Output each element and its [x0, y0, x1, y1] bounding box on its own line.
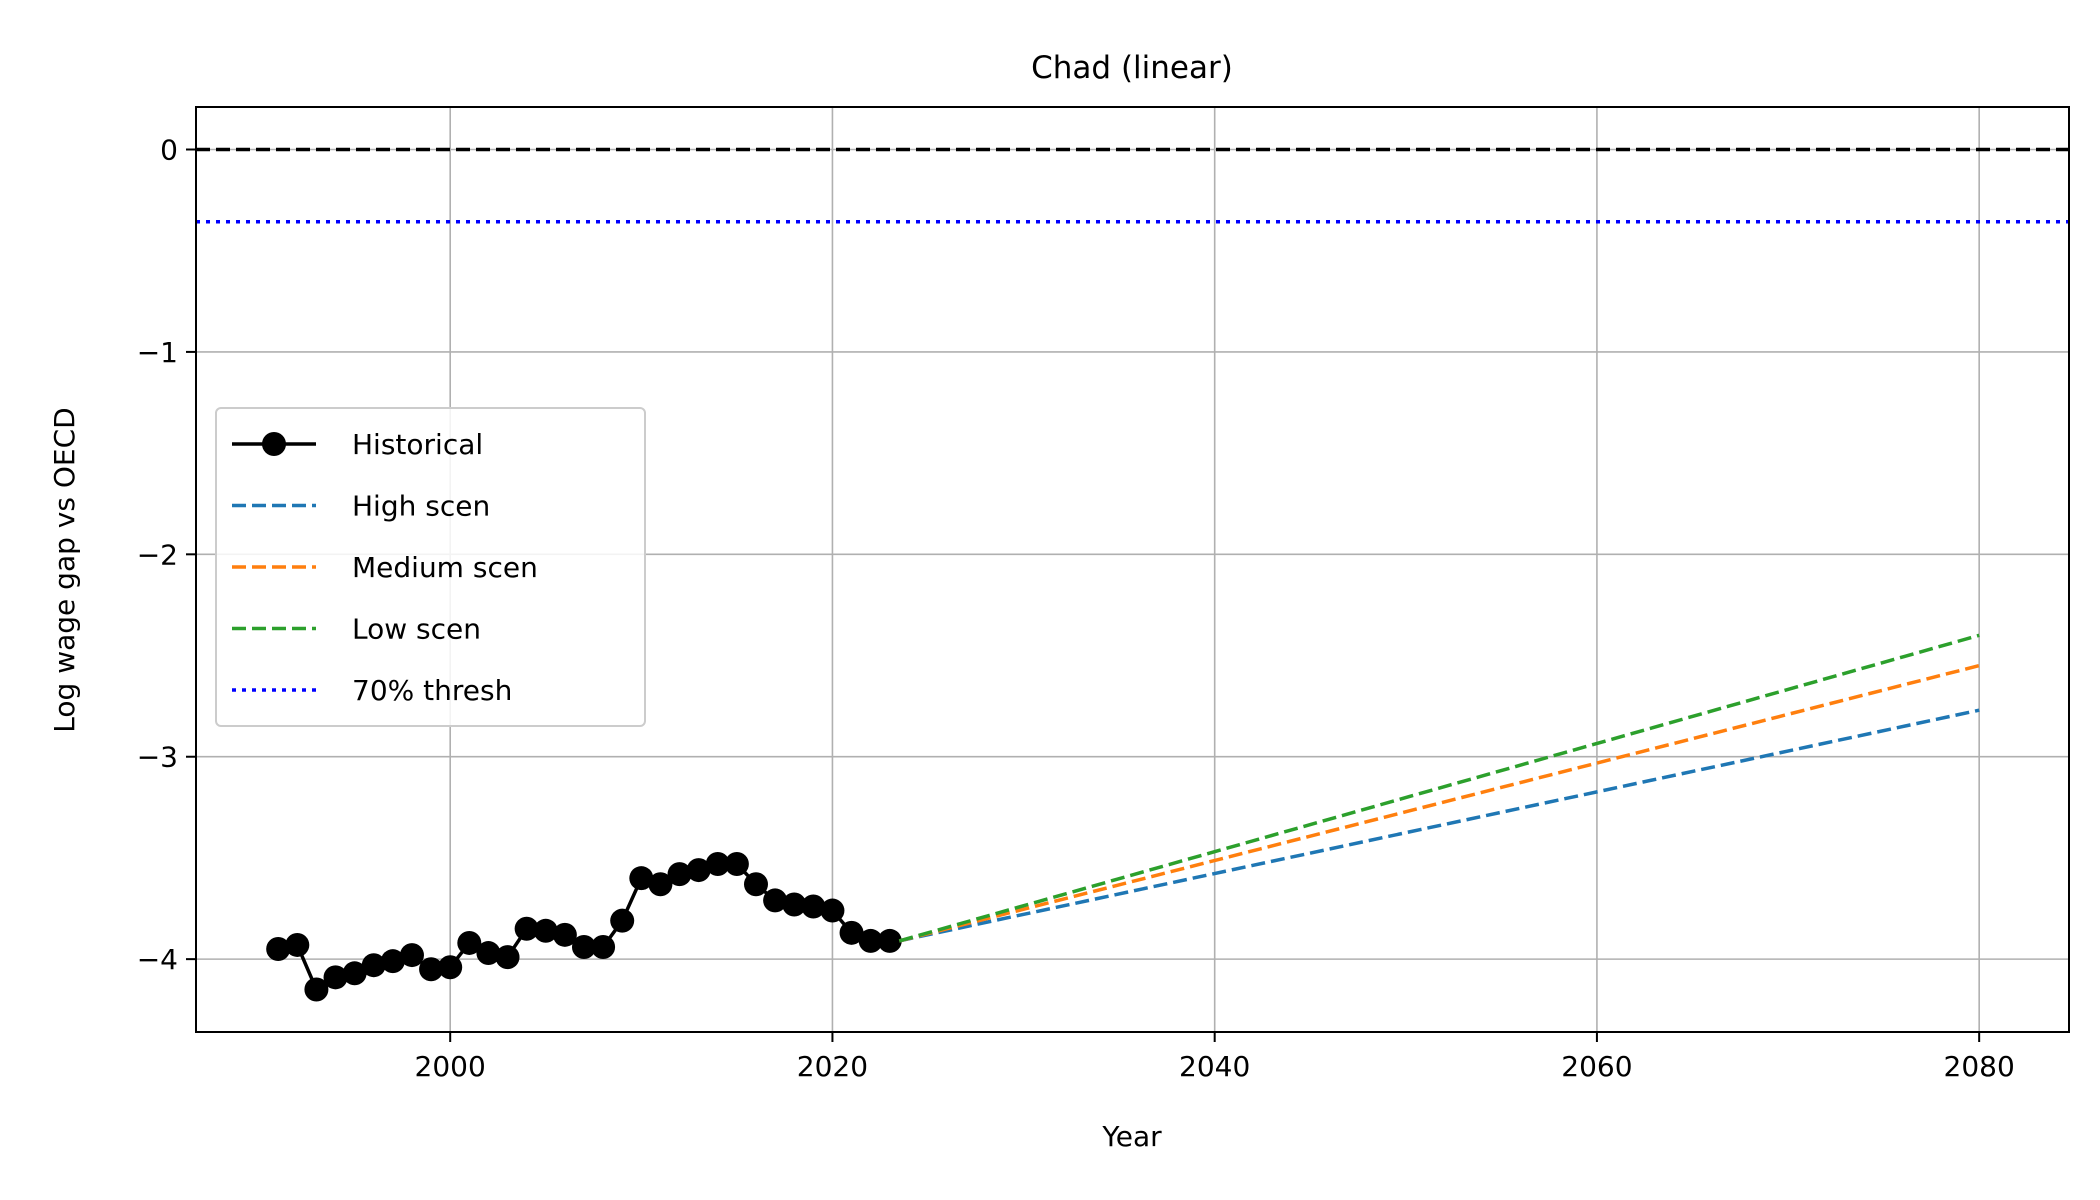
- legend-label: High scen: [352, 490, 490, 523]
- x-tick-label: 2060: [1561, 1050, 1632, 1083]
- historical-point: [667, 862, 692, 887]
- medium-scen-line: [898, 663, 1980, 943]
- x-tick-label: 2040: [1179, 1050, 1250, 1083]
- historical-point: [419, 957, 444, 982]
- historical-point: [552, 922, 577, 947]
- historical-point: [323, 965, 348, 990]
- historical-point: [858, 928, 883, 953]
- historical-point: [591, 934, 616, 959]
- historical-point: [610, 908, 635, 933]
- legend: Historical High scen Medium scen Low scen 70…: [215, 407, 646, 727]
- y-tick-label: −1: [137, 336, 178, 369]
- high-scen-line: [898, 708, 1980, 943]
- historical-point: [648, 872, 673, 897]
- y-axis-label: Log wage gap vs OECD: [48, 407, 81, 732]
- axis-ticks: 2000 2020 2040 2060 2080 0 −1 −2 −3 −4: [137, 134, 2015, 1083]
- historical-point: [495, 945, 520, 970]
- historical-point: [782, 892, 807, 917]
- x-axis-label: Year: [1101, 1120, 1162, 1153]
- historical-point: [399, 943, 424, 968]
- historical-point: [686, 858, 711, 883]
- y-tick-label: 0: [160, 134, 178, 167]
- legend-label: 70% thresh: [352, 674, 512, 707]
- historical-point: [266, 937, 291, 962]
- x-tick-label: 2000: [415, 1050, 486, 1083]
- legend-box: [215, 407, 646, 727]
- legend-label: Historical: [352, 428, 483, 461]
- chart-title: Chad (linear): [1031, 50, 1233, 86]
- historical-point: [724, 852, 749, 877]
- historical-point: [457, 930, 482, 955]
- historical-point: [438, 955, 463, 980]
- x-tick-label: 2020: [797, 1050, 868, 1083]
- plot-area: [196, 147, 2069, 1002]
- historical-point: [533, 918, 558, 943]
- y-tick-label: −4: [137, 943, 178, 976]
- historical-point: [304, 977, 329, 1002]
- legend-label: Medium scen: [352, 551, 538, 584]
- historical-point: [476, 941, 501, 966]
- historical-point: [380, 949, 405, 974]
- historical-point: [763, 888, 788, 913]
- plot-frame: [195, 106, 2070, 1033]
- low-scen-line: [898, 633, 1980, 943]
- historical-point: [839, 920, 864, 945]
- historical-point: [285, 932, 310, 957]
- historical-point: [705, 852, 730, 877]
- historical-point: [571, 934, 596, 959]
- historical-point: [629, 866, 654, 891]
- x-tick-label: 2080: [1944, 1050, 2015, 1083]
- historical-point: [820, 898, 845, 923]
- y-tick-label: −2: [137, 538, 178, 571]
- historical-point: [801, 894, 826, 919]
- y-tick-label: −3: [137, 741, 178, 774]
- historical-point: [514, 916, 539, 941]
- historical-point: [361, 953, 386, 978]
- historical-point: [743, 872, 768, 897]
- legend-label: Low scen: [352, 613, 481, 646]
- historical-point: [342, 961, 367, 986]
- legend-marker: [262, 432, 286, 456]
- historical-point: [877, 928, 902, 953]
